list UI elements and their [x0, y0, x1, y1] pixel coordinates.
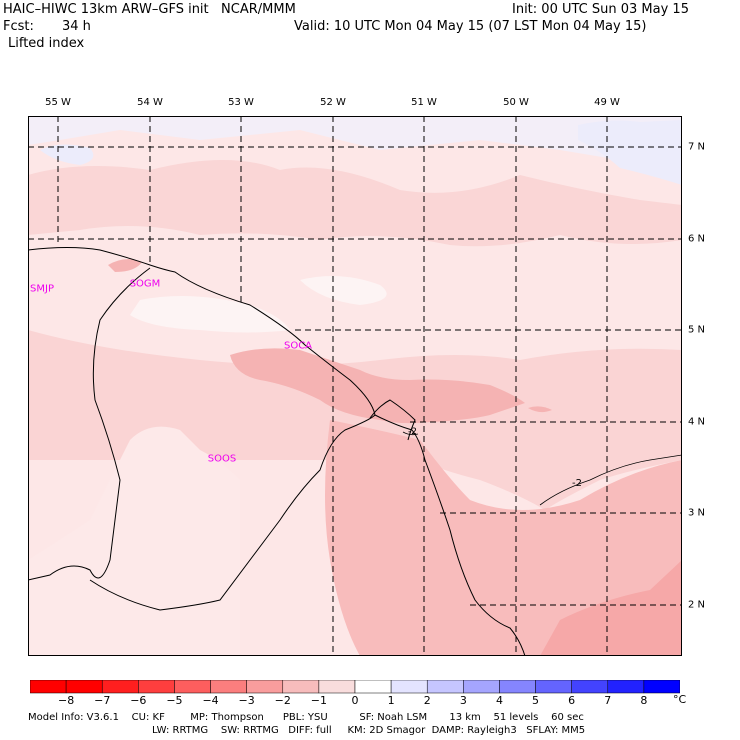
forecast-hour: 34 h [62, 19, 91, 34]
southeast-darkest-region [540, 560, 682, 656]
colorbar-tick-label: 3 [459, 694, 467, 707]
map-frame [28, 116, 682, 656]
station-sogm: SOGM [129, 278, 161, 290]
colorbar-swatch [463, 680, 500, 694]
colorbar-tick-label: 6 [568, 694, 576, 707]
model-info-line2: LW: RRTMG SW: RRTMG DIFF: full KM: 2D Sm… [152, 725, 586, 736]
lifted-index-map [28, 116, 682, 656]
colorbar-tick-label: −8 [58, 694, 75, 707]
lat-label-6n: 6 N [688, 233, 706, 245]
lon-label-51w: 51 W [411, 97, 437, 108]
colorbar-swatch [643, 680, 680, 694]
colorbar-swatch [318, 680, 356, 694]
colorbar-tick-label: 0 [351, 694, 359, 707]
lon-label-50w: 50 W [503, 97, 529, 108]
colorbar-tick-label: 8 [640, 694, 648, 707]
colorbar-tick-label: 4 [495, 694, 503, 707]
colorbar-swatch [138, 680, 175, 694]
border-south [89, 414, 376, 611]
border-east [369, 399, 416, 441]
colorbar-swatch [571, 680, 609, 694]
lon-label-55w: 55 W [45, 97, 71, 108]
coastline [28, 247, 526, 656]
lat-label-7n: 7 N [688, 141, 706, 153]
inland-pink-band [28, 330, 682, 510]
field-name: Lifted index [8, 36, 85, 51]
model-info-line1: Model Info: V3.6.1 CU: KF MP: Thompson P… [28, 712, 584, 723]
colorbar-tick-label: −3 [238, 694, 255, 707]
lat-label-3n: 3 N [688, 507, 706, 519]
colorbar-tick-label: −1 [310, 694, 327, 707]
colorbar-swatch [30, 680, 67, 694]
colorbar-swatch [607, 680, 645, 694]
colorbar-swatch [390, 680, 428, 694]
northern-light-band [28, 116, 682, 160]
station-soca: SOCA [283, 340, 313, 352]
colorbar-tick-label: 7 [604, 694, 612, 707]
lon-label-53w: 53 W [228, 97, 254, 108]
colorbar-swatch [174, 680, 211, 694]
blue-patch-northeast [578, 120, 682, 185]
lat-label-5n: 5 N [688, 324, 706, 336]
forecast-label: Fcst: [3, 19, 34, 34]
chart-title: HAIC–HIWC 13km ARW–GFS init NCAR/MMM [3, 2, 296, 17]
blue-patch-northwest [40, 144, 94, 165]
lat-label-2n: 2 N [688, 599, 706, 611]
station-smjp: SMJP [30, 283, 54, 295]
border-west [28, 267, 151, 581]
colorbar-tick-label: −4 [202, 694, 219, 707]
colorbar [30, 680, 680, 694]
colorbar-swatch [282, 680, 320, 694]
colorbar-swatch [101, 680, 139, 694]
colorbar-swatch [65, 680, 103, 694]
latlon-grid [28, 116, 682, 656]
colorbar-swatch [535, 680, 572, 694]
coastal-darker-patch [230, 348, 525, 424]
small-darker-patch [528, 406, 552, 413]
colorbar-tick-label: −7 [94, 694, 111, 707]
colorbar-tick-label: −6 [130, 694, 147, 707]
colorbar-swatch [426, 680, 464, 694]
colorbar-swatch [499, 680, 536, 694]
ocean-pink-band [28, 160, 682, 247]
colorbar-swatch [246, 680, 284, 694]
contour-label-center: -2 [408, 427, 417, 437]
southeast-darker-region [325, 420, 682, 656]
contours [402, 431, 682, 506]
coastal-light-patch-2 [300, 276, 387, 305]
lon-label-54w: 54 W [137, 97, 163, 108]
colorbar-tick-label: −2 [274, 694, 291, 707]
lat-label-4n: 4 N [688, 416, 706, 428]
valid-time: Valid: 10 UTC Mon 04 May 15 (07 LST Mon … [294, 19, 647, 34]
contour-minus-2-center [402, 431, 419, 436]
northwest-darker-patch [108, 259, 142, 272]
colorbar-swatch [210, 680, 247, 694]
colorbar-tick-label: 5 [532, 694, 540, 707]
southwest-light-region [28, 426, 240, 656]
colorbar-swatch [354, 680, 392, 694]
contour-minus-2-east [539, 454, 682, 506]
station-soos: SOOS [207, 453, 237, 465]
lon-label-52w: 52 W [320, 97, 346, 108]
init-time: Init: 00 UTC Sun 03 May 15 [512, 2, 689, 17]
colorbar-tick-label: 1 [387, 694, 395, 707]
colorbar-unit: °C [673, 693, 687, 706]
contour-label-east: -2 [572, 478, 582, 489]
colorbar-tick-label: 2 [423, 694, 431, 707]
colorbar-tick-label: −5 [166, 694, 183, 707]
lon-label-49w: 49 W [594, 97, 620, 108]
coastline-borders [28, 247, 526, 656]
